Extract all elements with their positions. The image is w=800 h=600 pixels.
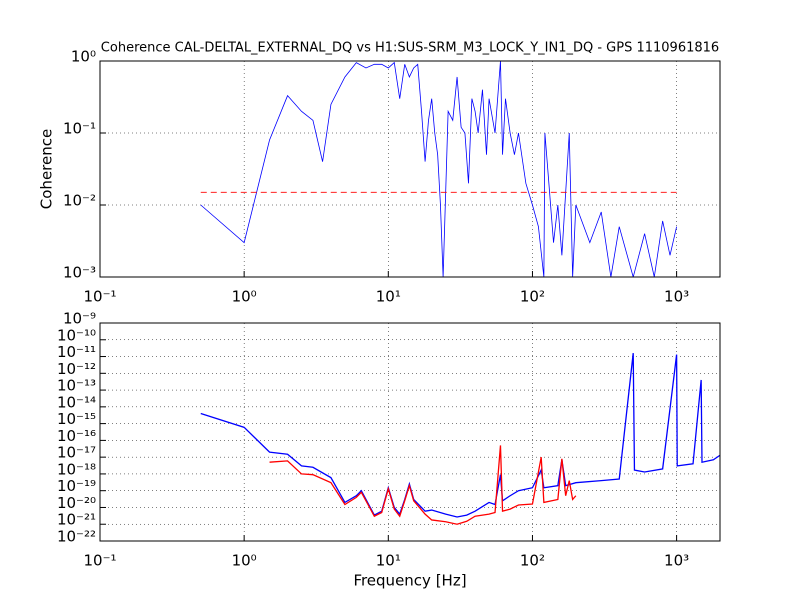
y-axis-label: Coherence (38, 129, 56, 209)
x-tick-label: 10⁻¹ (83, 552, 116, 570)
y-tick-label: 10⁻³ (63, 264, 96, 282)
y-tick-label: 10⁻¹³ (57, 377, 96, 395)
x-tick-label: 10² (520, 288, 545, 306)
axes-frame (99, 60, 721, 278)
y-tick-label: 10⁻²² (57, 528, 96, 546)
x-tick-label: 10¹ (376, 552, 401, 570)
x-tick-label: 10⁰ (232, 552, 257, 570)
x-tick-label: 10³ (664, 552, 689, 570)
y-tick-label: 10⁻²¹ (57, 511, 96, 529)
y-tick-label: 10⁻¹⁰ (57, 326, 96, 344)
x-axis-label: Frequency [Hz] (353, 572, 466, 590)
series-line (200, 353, 720, 518)
y-tick-label: 10⁻¹⁷ (57, 444, 96, 462)
y-tick-label: 10⁻¹⁹ (57, 477, 96, 495)
y-tick-label: 10⁻¹ (63, 120, 96, 138)
axes-frame (99, 322, 721, 542)
series-line (269, 445, 577, 525)
x-tick-label: 10⁻¹ (83, 288, 116, 306)
x-tick-label: 10⁰ (232, 288, 257, 306)
y-tick-label: 10⁻¹⁴ (57, 393, 96, 411)
y-tick-label: 10⁻¹⁵ (57, 410, 96, 428)
y-tick-label: 10⁻² (63, 192, 96, 210)
y-tick-label: 10⁻²⁰ (57, 494, 96, 512)
y-tick-label: 10⁻¹² (57, 360, 96, 378)
series-line (200, 61, 677, 277)
y-tick-label: 10⁻¹⁸ (57, 460, 96, 478)
y-tick-label: 10⁻¹⁶ (57, 427, 96, 445)
y-tick-label: 10⁻⁹ (63, 310, 96, 328)
chart-title: Coherence CAL-DELTAL_EXTERNAL_DQ vs H1:S… (101, 41, 719, 56)
y-tick-label: 10⁰ (71, 48, 96, 66)
x-tick-label: 10² (520, 552, 545, 570)
x-tick-label: 10³ (664, 288, 689, 306)
x-tick-label: 10¹ (376, 288, 401, 306)
y-tick-label: 10⁻¹¹ (57, 343, 96, 361)
